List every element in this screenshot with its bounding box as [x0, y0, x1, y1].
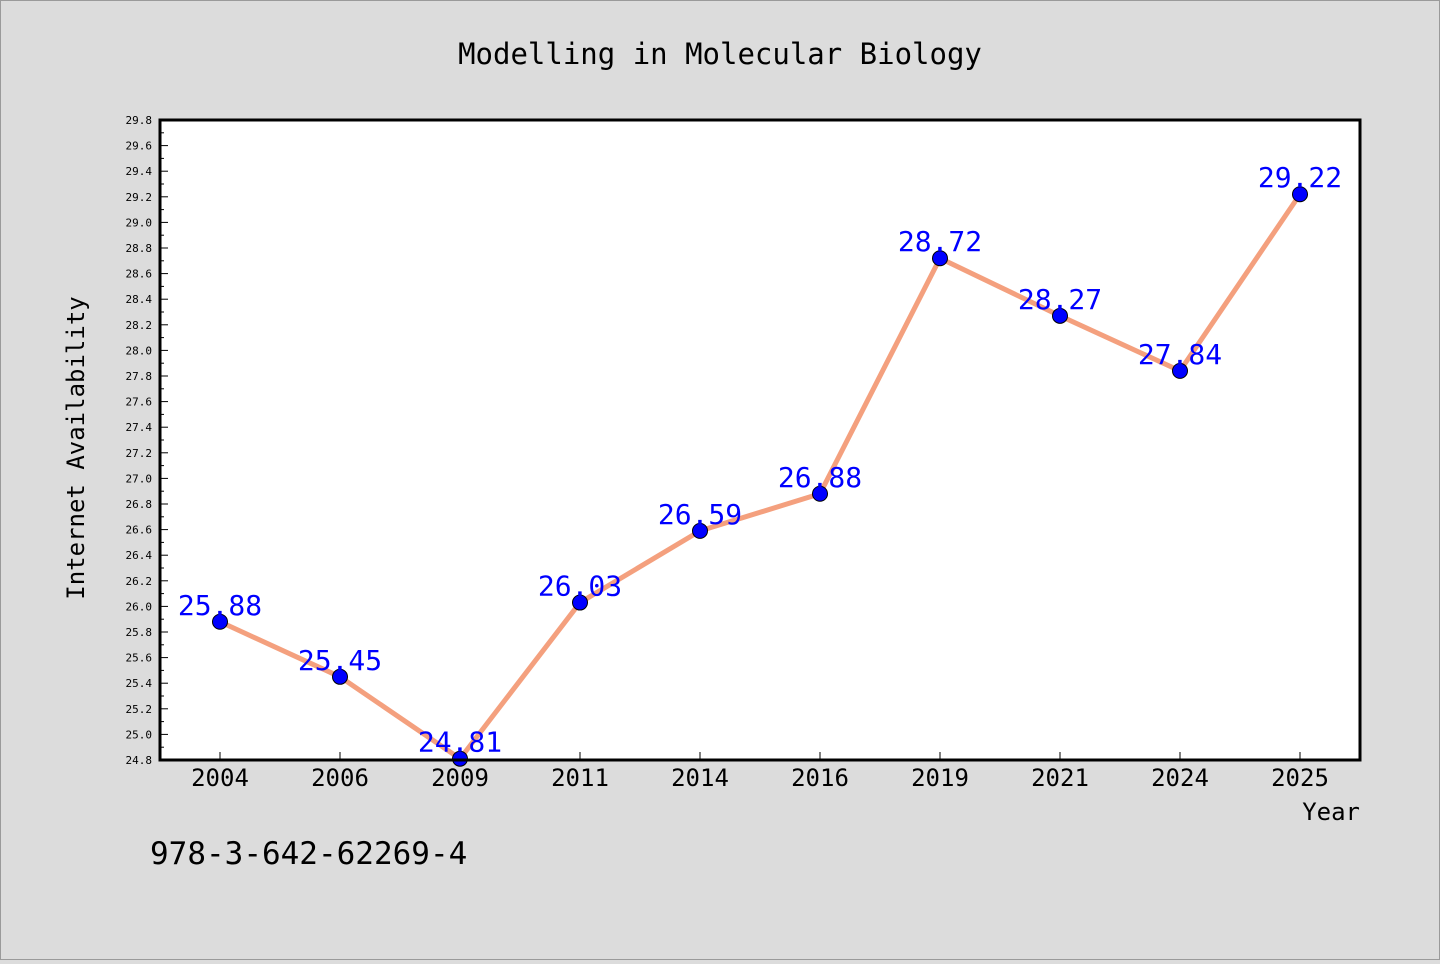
y-tick-label: 25.8: [126, 626, 153, 639]
data-label: 27.84: [1138, 338, 1222, 371]
y-tick-label: 29.0: [126, 216, 153, 229]
data-point-marker: [1292, 186, 1308, 203]
y-tick-label: 27.0: [126, 472, 153, 485]
x-tick-label: 2024: [1151, 764, 1209, 792]
x-tick-label: 2006: [311, 764, 369, 792]
y-tick-label: 28.2: [126, 319, 153, 332]
series-line: [217, 191, 1303, 762]
chart-title: Modelling in Molecular Biology: [458, 37, 982, 71]
y-tick-label: 26.4: [126, 549, 153, 562]
x-axis-label: Year: [1302, 798, 1360, 826]
y-tick-label: 27.4: [126, 421, 153, 434]
y-axis-label: Internet Availability: [62, 296, 90, 599]
y-tick-label: 25.4: [126, 677, 153, 690]
data-label: 28.27: [1018, 283, 1102, 316]
data-label: 28.72: [898, 225, 982, 258]
y-tick-label: 26.8: [126, 498, 153, 511]
series-layer: 25.88 25.45 24.81 26.03 26.59 26.88 28.72 28.27…: [178, 161, 1342, 767]
y-tick-label: 26.0: [126, 600, 153, 613]
y-tick-label: 29.6: [126, 140, 153, 153]
data-label: 25.45: [298, 644, 382, 677]
data-point-marker: [1052, 307, 1068, 324]
plot-frame: [158, 118, 1362, 762]
y-tick-label: 27.2: [126, 447, 153, 460]
y-tick-label: 26.2: [126, 575, 153, 588]
data-label: 26.88: [778, 461, 862, 494]
y-tick-label: 28.6: [126, 268, 153, 281]
y-tick-label: 27.8: [126, 370, 153, 383]
y-tick-label: 25.2: [126, 703, 153, 716]
data-point-marker: [212, 613, 228, 630]
y-tick-label: 26.6: [126, 524, 153, 537]
y-tick-label: 25.0: [126, 728, 153, 741]
data-point-marker: [812, 485, 828, 502]
x-tick-label: 2004: [191, 764, 249, 792]
data-label: 24.81: [418, 726, 502, 759]
x-tick-label: 2009: [431, 764, 489, 792]
data-point-marker: [1172, 362, 1188, 379]
isbn-annotation: 978-3-642-62269-4: [150, 836, 467, 872]
data-label: 26.03: [538, 570, 622, 603]
x-tick-label: 2011: [551, 764, 609, 792]
data-point-marker: [932, 250, 948, 267]
x-tick-label: 2021: [1031, 764, 1089, 792]
data-point-marker: [332, 668, 348, 685]
plot-area: [160, 120, 1360, 760]
y-axis-ticks: 24.8 25.0 25.2 25.4 25.6 25.8 26.0 26.2 26.4 26.6…: [126, 114, 168, 767]
data-point-marker: [692, 522, 708, 539]
data-label: 25.88: [178, 589, 262, 622]
y-tick-label: 29.8: [126, 114, 153, 127]
y-tick-label: 24.8: [126, 754, 153, 767]
x-tick-label: 2025: [1271, 764, 1329, 792]
data-label: 26.59: [658, 498, 742, 531]
y-tick-label: 25.6: [126, 652, 153, 665]
y-tick-label: 28.4: [126, 293, 153, 306]
data-label: 29.22: [1258, 161, 1342, 194]
x-tick-label: 2016: [791, 764, 849, 792]
y-tick-label: 27.6: [126, 396, 153, 409]
x-tick-label: 2014: [671, 764, 729, 792]
y-tick-label: 29.2: [126, 191, 153, 204]
data-point-marker: [572, 594, 588, 611]
y-tick-label: 29.4: [126, 165, 153, 178]
x-tick-label: 2019: [911, 764, 969, 792]
y-tick-label: 28.0: [126, 344, 153, 357]
y-tick-label: 28.8: [126, 242, 153, 255]
